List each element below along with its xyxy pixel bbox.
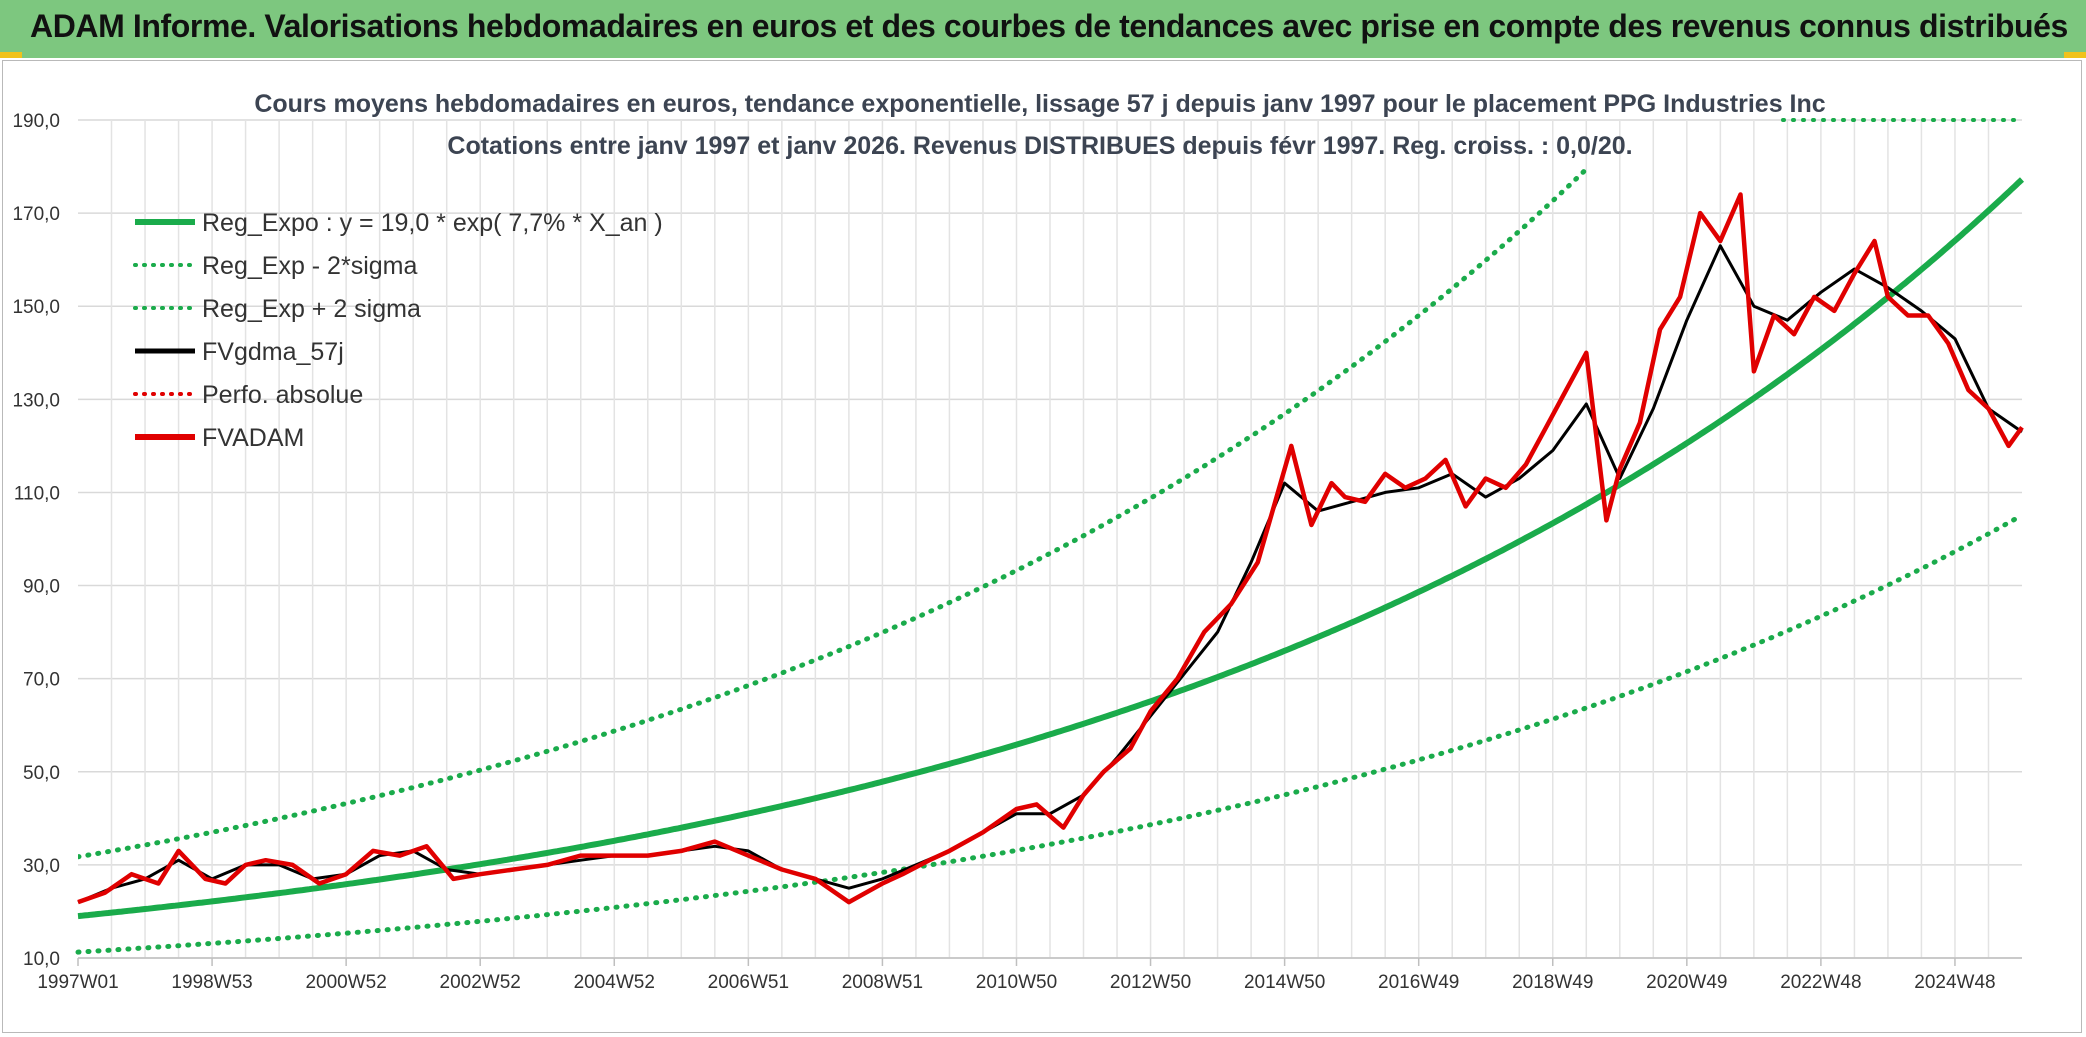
x-tick-label: 2006W51 — [708, 972, 789, 993]
chart-grid — [78, 119, 2022, 959]
y-axis-ticks: 10,0 30,0 50,0 70,0 90,0 110,0 130,0 150,0 170,0… — [12, 111, 60, 970]
legend-label: Reg_Exp - 2*sigma — [202, 252, 417, 280]
x-axis-ticks: 1997W01 1998W53 2000W52 2002W52 2004W52 2006W… — [37, 958, 1996, 993]
y-tick-label: 190,0 — [12, 111, 60, 132]
legend-label: Reg_Expo : y = 19,0 * exp( 7,7% * X_an ) — [202, 209, 663, 237]
banner-corner-right — [2064, 52, 2086, 58]
x-tick-label: 2024W48 — [1914, 972, 1995, 993]
reg-exp-minus-2sigma-line — [75, 512, 2025, 955]
x-tick-label: 2004W52 — [574, 972, 655, 993]
banner-corner-left — [0, 52, 22, 58]
report-title: ADAM Informe. Valorisations hebdomadaire… — [30, 8, 2068, 44]
x-tick-label: 2022W48 — [1780, 972, 1861, 993]
x-tick-label: 2016W49 — [1378, 972, 1459, 993]
y-tick-label: 130,0 — [12, 390, 60, 411]
y-tick-label: 110,0 — [14, 483, 60, 504]
legend-label: Reg_Exp + 2 sigma — [202, 295, 421, 323]
x-tick-label: 2020W49 — [1646, 972, 1727, 993]
reg-exp-plus-2sigma-line — [78, 168, 1592, 860]
chart-title: Cours moyens hebdomadaires en euros, ten… — [254, 90, 1825, 118]
x-tick-label: 2000W52 — [305, 972, 386, 993]
y-tick-label: 50,0 — [23, 763, 60, 784]
legend-label: Perfo. absolue — [202, 381, 363, 409]
y-tick-label: 150,0 — [12, 297, 60, 318]
chart-subtitle: Cotations entre janv 1997 et janv 2026. … — [447, 132, 1632, 160]
y-tick-label: 10,0 — [23, 949, 60, 970]
y-tick-label: 170,0 — [12, 204, 60, 225]
header-banner: ADAM Informe. Valorisations hebdomadaire… — [0, 0, 2086, 58]
x-tick-label: 2012W50 — [1110, 972, 1191, 993]
reg-expo-line — [77, 177, 2025, 920]
y-tick-label: 70,0 — [23, 670, 60, 691]
x-tick-label: 2018W49 — [1512, 972, 1593, 993]
x-tick-label: 1998W53 — [171, 972, 252, 993]
chart-series — [75, 118, 2025, 955]
legend-label: FVADAM — [202, 424, 304, 452]
x-tick-label: 1997W01 — [37, 972, 118, 993]
legend-label: FVgdma_57j — [202, 338, 344, 366]
x-tick-label: 2014W50 — [1244, 972, 1325, 993]
chart-legend: Reg_Expo : y = 19,0 * exp( 7,7% * X_an )… — [133, 209, 663, 452]
fvadam-line — [77, 192, 2024, 905]
x-tick-label: 2008W51 — [842, 972, 923, 993]
x-tick-label: 2002W52 — [440, 972, 521, 993]
y-tick-label: 90,0 — [23, 577, 60, 598]
x-tick-label: 2010W50 — [976, 972, 1057, 993]
y-tick-label: 30,0 — [23, 856, 60, 877]
